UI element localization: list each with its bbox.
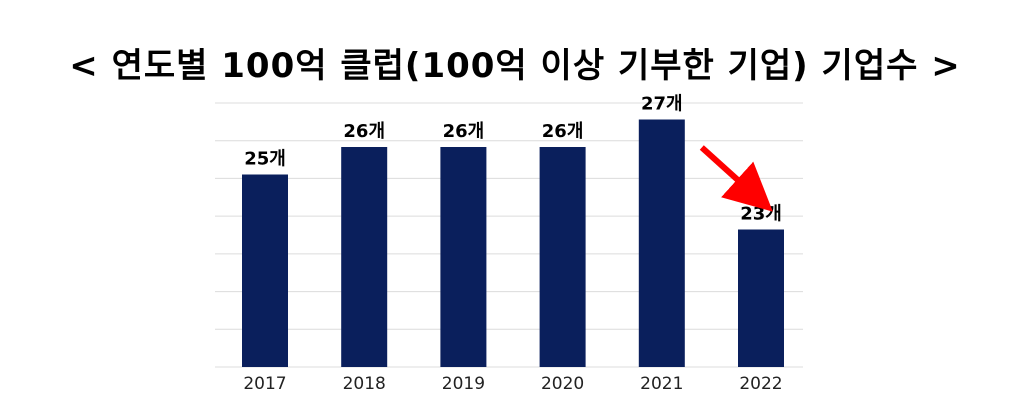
- bar-2019: [440, 147, 487, 367]
- data-label-2021: 27개: [641, 94, 683, 115]
- gridlines: [215, 102, 803, 368]
- x-tick-label-2019: 2019: [442, 374, 485, 394]
- data-label-2019: 26개: [443, 121, 485, 142]
- x-tick-label-2022: 2022: [739, 374, 782, 394]
- bar-2017: [242, 174, 288, 367]
- bar-2020: [539, 147, 586, 367]
- bars-group: [242, 119, 784, 367]
- annotation-group: [699, 145, 773, 212]
- data-label-2022: 23개: [740, 204, 782, 225]
- data-label-2020: 26개: [542, 121, 584, 142]
- x-tick-labels-group: 2017 2018 2019 2020 2021 2022: [243, 374, 782, 394]
- bar-2021: [638, 119, 685, 367]
- x-tick-label-2018: 2018: [343, 374, 386, 394]
- decline-arrow: [699, 145, 773, 212]
- data-label-2017: 25개: [244, 149, 286, 170]
- data-label-2018: 26개: [343, 121, 385, 142]
- bar-2022: [738, 229, 784, 367]
- x-tick-label-2020: 2020: [541, 374, 584, 394]
- data-labels-group: 25개 26개 26개 26개 27개 23개: [244, 94, 782, 225]
- chart-title: < 연도별 100억 클럽(100억 이상 기부한 기업) 기업수 >: [69, 46, 961, 86]
- x-tick-label-2021: 2021: [640, 374, 683, 394]
- bar-2018: [341, 147, 388, 367]
- x-tick-label-2017: 2017: [243, 374, 286, 394]
